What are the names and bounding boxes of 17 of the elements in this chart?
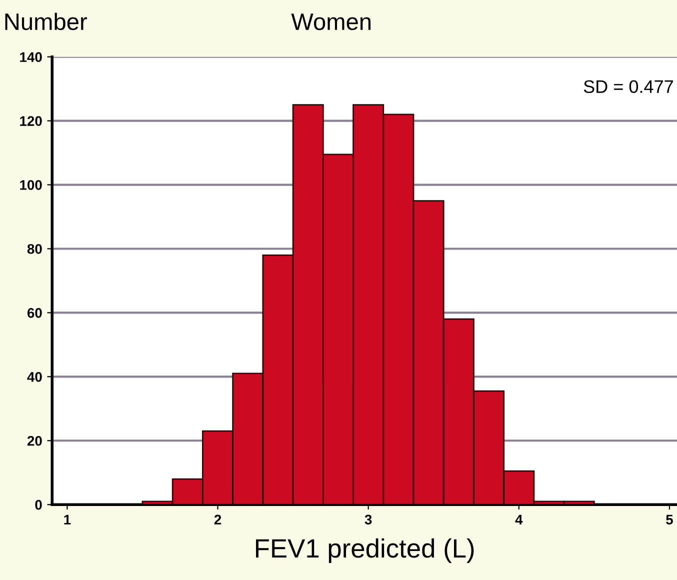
x-axis-title: FEV1 predicted (L) <box>256 538 474 563</box>
y-tick-label: 100 <box>20 180 42 190</box>
x-tick-label: 2 <box>214 514 222 524</box>
y-tick-label: 60 <box>27 308 42 318</box>
chart-title: Women <box>291 14 371 30</box>
annotation: SD = 0.477 <box>584 80 673 94</box>
y-tick-label: 40 <box>27 372 42 382</box>
x-tick-label: 4 <box>515 514 523 524</box>
x-tick-label: 1 <box>64 514 71 524</box>
x-tick-label: 5 <box>666 514 673 525</box>
y-tick-label: 20 <box>27 436 42 446</box>
y-tick-label: 80 <box>27 244 42 254</box>
y-tick-label: 0 <box>35 500 42 510</box>
x-tick-label: 3 <box>364 514 372 525</box>
y-tick-label: 120 <box>20 116 42 126</box>
y-tick-label: 140 <box>20 52 42 62</box>
y-axis-title: Number <box>5 12 87 30</box>
